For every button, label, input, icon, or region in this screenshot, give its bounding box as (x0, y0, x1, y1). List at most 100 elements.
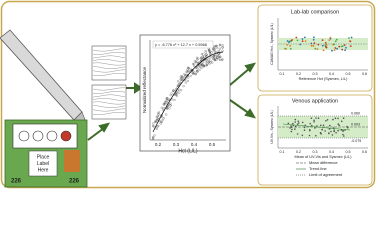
venous-point (298, 122, 300, 124)
lab-lab-point (334, 40, 337, 43)
calibration-point (169, 104, 172, 107)
calibration-point (221, 46, 224, 49)
venous-point (294, 121, 297, 123)
x-axis-label: Hct (L/L) (178, 148, 198, 154)
venous-point (289, 127, 291, 129)
lab-lab-point (286, 40, 289, 42)
venous-point (308, 134, 311, 137)
spectrum-line (92, 87, 125, 91)
venous-point (337, 123, 340, 125)
lab-lab-point (350, 36, 353, 39)
venous-point (314, 127, 316, 129)
lab-lab-point (313, 36, 315, 39)
venous-point (315, 117, 317, 119)
lab-lab-point (324, 42, 327, 44)
fit-curve (152, 51, 224, 133)
y-axis-label: UV-Vis - Sysmex (L/L) (270, 110, 274, 143)
venous-point (309, 129, 311, 132)
calibration-point (221, 44, 224, 47)
lab-lab-point (328, 39, 331, 41)
calibration-point (176, 80, 180, 83)
lab-lab-point (325, 44, 328, 46)
calibration-point (165, 99, 168, 102)
calibration-point (218, 44, 221, 47)
calibration-point (186, 79, 189, 83)
calibration-point (218, 47, 222, 50)
venous-point (287, 122, 290, 125)
venous-point (337, 129, 339, 132)
calibration-point (200, 63, 204, 66)
venous-point (290, 126, 293, 129)
annotation: -0.075 (351, 139, 361, 143)
spectrum-line (92, 108, 126, 112)
calibration-point (205, 53, 208, 56)
calibration-point (215, 44, 218, 48)
calibration-point (157, 124, 160, 127)
venous-point (311, 124, 313, 127)
calibration-point (218, 58, 222, 61)
x-tick-label: 0.5 (346, 150, 351, 154)
calibration-point (208, 51, 211, 55)
x-tick-label: 0.2 (296, 150, 301, 154)
calibration-point (207, 60, 210, 63)
lab-lab-point (325, 46, 328, 49)
venous-point (316, 125, 318, 127)
calibration-point (200, 66, 203, 69)
lab-lab-point (349, 45, 352, 47)
calibration-point (191, 62, 195, 66)
lab-lab-point (322, 49, 325, 52)
venous-point (333, 129, 336, 131)
calibration-point (170, 92, 173, 95)
spectrum-line (92, 94, 126, 98)
card-number: 226 (69, 179, 80, 185)
legend-label: Trend line (309, 166, 327, 171)
calibration-point (161, 118, 164, 122)
x-tick-label: 0.1 (280, 150, 285, 154)
calibration-point (192, 70, 195, 73)
venous-point (340, 129, 343, 131)
calibration-point (165, 101, 168, 104)
calibration-point (195, 56, 198, 59)
calibration-point (201, 61, 204, 64)
venous-point (332, 118, 334, 121)
calibration-point (218, 55, 221, 58)
spectrum-line (92, 62, 126, 66)
calibration-point (221, 58, 224, 61)
calibration-point (159, 122, 162, 125)
venous-point (303, 126, 306, 129)
label-area-text: Label (37, 161, 49, 167)
calibration-point (166, 107, 169, 110)
calibration-point (211, 56, 214, 59)
calibration-point (205, 63, 208, 67)
calibration-point (220, 58, 224, 61)
lab-lab-point (331, 49, 333, 52)
spectrum-line (92, 59, 126, 62)
arrows (87, 62, 257, 141)
venous-point (294, 118, 297, 121)
panel-title: Venous application (292, 98, 338, 104)
calibration-point (166, 97, 169, 100)
annotation: 0.060 (351, 111, 360, 115)
calibration-point (182, 85, 185, 88)
lab-lab-point (312, 44, 315, 47)
venous-point (333, 130, 336, 133)
x-axis-label: Mean of UV-Vis and Sysmex (L/L) (294, 155, 352, 159)
calibration-point (200, 53, 203, 56)
venous-point (346, 125, 348, 128)
calibration-point (208, 56, 211, 59)
x-tick-label: 0.4 (329, 72, 334, 76)
calibration-point (172, 89, 175, 92)
lab-lab-point (310, 44, 313, 47)
calibration-point (175, 91, 178, 94)
x-tick-label: 0.4 (191, 142, 198, 147)
lab-lab-point (321, 44, 324, 47)
y-axis-label: CAMAG Hct - Sysmex (L/L) (270, 23, 274, 64)
lab-lab-point (295, 36, 298, 39)
calibration-point (179, 75, 182, 78)
calibration-point (153, 134, 156, 137)
calibration-point (212, 48, 215, 51)
venous-point (329, 124, 331, 127)
spectrum-line (92, 66, 126, 69)
calibration-point (214, 44, 217, 48)
venous-point (342, 130, 345, 132)
